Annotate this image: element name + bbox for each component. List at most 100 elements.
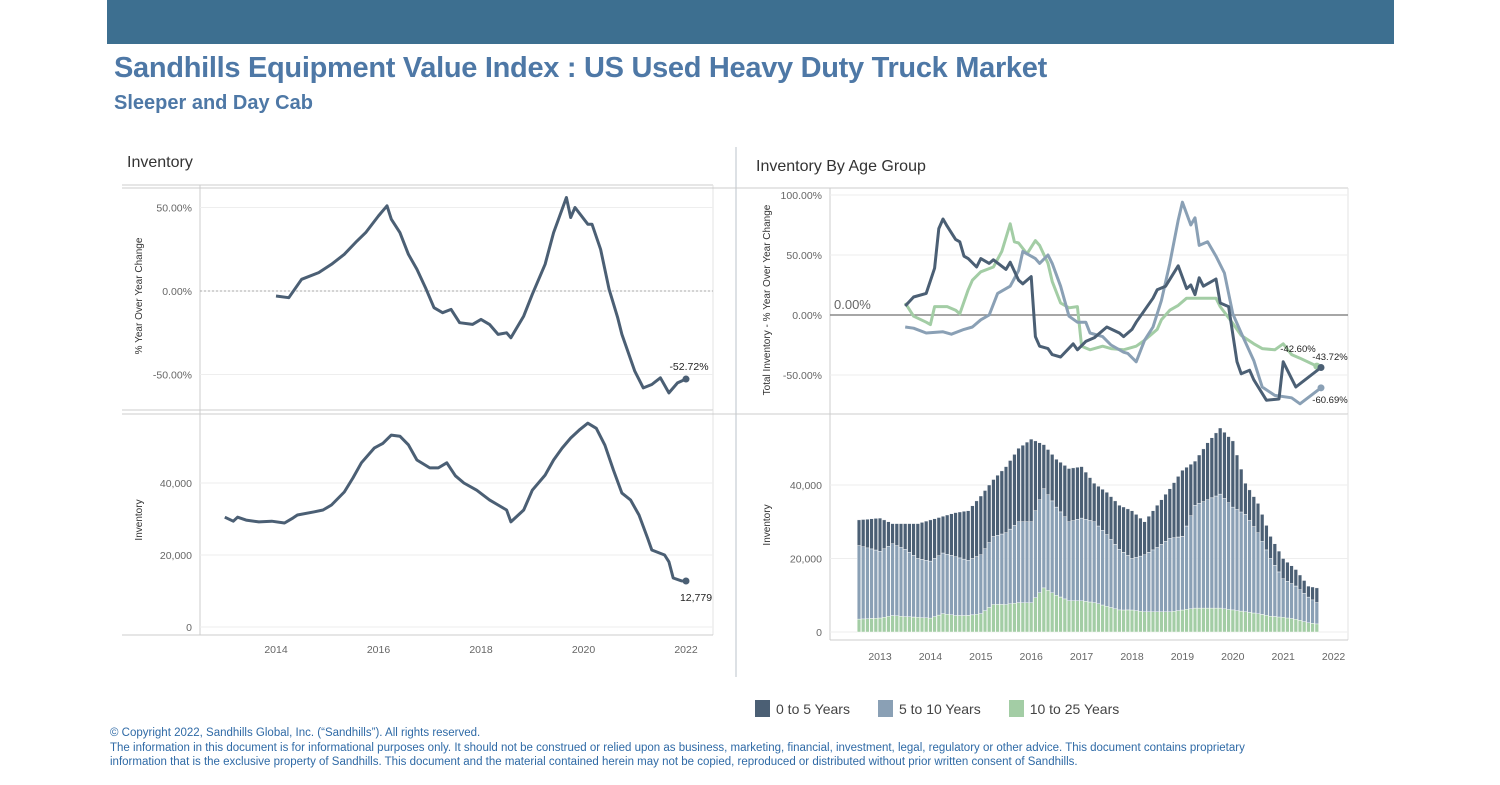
bar-segment-10-to-25-years xyxy=(941,613,946,633)
bar-segment-10-to-25-years xyxy=(1171,611,1176,633)
bar-segment-10-to-25-years xyxy=(1289,618,1294,633)
bar-segment-10-to-25-years xyxy=(1129,609,1134,633)
bar-segment-5-to-10-years xyxy=(1180,536,1185,611)
bar-segment-5-to-10-years xyxy=(1159,544,1164,613)
bar-segment-0-to-5-years xyxy=(941,516,946,554)
bar-segment-10-to-25-years xyxy=(978,613,983,633)
x-tick-label: 2016 xyxy=(367,644,391,656)
bar-segment-5-to-10-years xyxy=(1125,555,1130,611)
bar-segment-10-to-25-years xyxy=(899,616,904,633)
end-value-label: 12,779 xyxy=(680,592,712,604)
bar-segment-10-to-25-years xyxy=(861,618,866,633)
bar-segment-0-to-5-years xyxy=(1234,454,1239,510)
bar-segment-10-to-25-years xyxy=(1150,611,1155,633)
end-value-label: -42.60% xyxy=(1280,344,1316,355)
bar-segment-10-to-25-years xyxy=(1087,601,1092,633)
bar-segment-0-to-5-years xyxy=(928,519,933,562)
disclaimer-line-1: The information in this document is for … xyxy=(110,741,1245,754)
bar-segment-5-to-10-years xyxy=(1302,593,1307,622)
bar-segment-5-to-10-years xyxy=(1100,530,1105,606)
copyright: © Copyright 2022, Sandhills Global, Inc.… xyxy=(110,727,481,739)
bar-segment-0-to-5-years xyxy=(882,519,887,549)
bar-segment-0-to-5-years xyxy=(1075,467,1080,520)
bar-segment-0-to-5-years xyxy=(1058,462,1063,513)
bar-segment-0-to-5-years xyxy=(1197,454,1202,504)
bar-segment-5-to-10-years xyxy=(1138,555,1143,612)
bar-segment-10-to-25-years xyxy=(991,604,996,633)
bar-segment-5-to-10-years xyxy=(899,547,904,617)
bar-segment-10-to-25-years xyxy=(995,604,1000,633)
x-tick-label: 2013 xyxy=(868,651,892,663)
bar-segment-10-to-25-years xyxy=(1260,614,1265,633)
bar-segment-0-to-5-years xyxy=(1268,536,1273,559)
bar-segment-0-to-5-years xyxy=(920,522,925,560)
end-value-label: -60.69% xyxy=(1312,395,1348,406)
bar-segment-10-to-25-years xyxy=(911,616,916,633)
bar-segment-5-to-10-years xyxy=(928,560,933,619)
bar-segment-5-to-10-years xyxy=(1171,537,1176,612)
bar-segment-10-to-25-years xyxy=(1071,600,1076,633)
bar-segment-10-to-25-years xyxy=(1188,608,1193,633)
bar-segment-0-to-5-years xyxy=(1087,477,1092,521)
bar-segment-5-to-10-years xyxy=(1255,532,1260,614)
bar-segment-0-to-5-years xyxy=(991,479,996,537)
bar-segment-5-to-10-years xyxy=(1041,488,1046,589)
left-panel-title: Inventory xyxy=(127,154,193,171)
bar-segment-5-to-10-years xyxy=(1117,549,1122,611)
bar-segment-0-to-5-years xyxy=(1121,506,1126,553)
bar-segment-0-to-5-years xyxy=(899,523,904,548)
bar-segment-5-to-10-years xyxy=(1050,500,1055,593)
bar-segment-5-to-10-years xyxy=(1226,502,1231,610)
bar-segment-5-to-10-years xyxy=(1306,596,1311,623)
bar-segment-0-to-5-years xyxy=(903,523,908,550)
bar-segment-10-to-25-years xyxy=(1163,611,1168,633)
x-tick-label: 2017 xyxy=(1070,651,1094,663)
bar-segment-10-to-25-years xyxy=(1243,611,1248,633)
bar-segment-0-to-5-years xyxy=(953,512,958,557)
bar-segment-0-to-5-years xyxy=(890,523,895,544)
bar-segment-0-to-5-years xyxy=(1264,525,1269,551)
bar-segment-10-to-25-years xyxy=(1205,607,1210,633)
bar-segment-0-to-5-years xyxy=(1205,442,1210,500)
bar-segment-0-to-5-years xyxy=(1024,441,1029,522)
legend-item-0-to-5[interactable]: 0 to 5 Years xyxy=(755,700,850,717)
series-line-0-to-5-years-end-marker xyxy=(1317,363,1325,371)
bar-segment-5-to-10-years xyxy=(907,552,912,618)
bar-segment-5-to-10-years xyxy=(1150,549,1155,613)
bar-segment-5-to-10-years xyxy=(911,555,916,618)
bar-segment-5-to-10-years xyxy=(1033,510,1038,598)
bar-segment-10-to-25-years xyxy=(1314,623,1319,633)
bar-segment-10-to-25-years xyxy=(1255,613,1260,633)
bar-segment-10-to-25-years xyxy=(962,615,967,633)
bar-segment-5-to-10-years xyxy=(1079,517,1084,601)
series-line-10-to-25-years xyxy=(903,222,1318,368)
bar-segment-5-to-10-years xyxy=(1184,525,1189,610)
bar-segment-0-to-5-years xyxy=(1054,459,1059,508)
bar-segment-0-to-5-years xyxy=(1222,432,1227,499)
bar-segment-10-to-25-years xyxy=(932,616,937,633)
bar-segment-0-to-5-years xyxy=(1004,466,1009,533)
bar-segment-0-to-5-years xyxy=(1079,466,1084,519)
legend-item-10-to-25[interactable]: 10 to 25 Years xyxy=(1008,700,1119,717)
y-tick-label: 40,000 xyxy=(790,480,822,492)
bar-segment-5-to-10-years xyxy=(1096,525,1101,605)
bar-segment-5-to-10-years xyxy=(983,548,988,611)
bar-segment-5-to-10-years xyxy=(1192,505,1197,609)
y-tick-label: 50.00% xyxy=(156,203,192,215)
bar-segment-0-to-5-years xyxy=(924,520,929,561)
bar-segment-5-to-10-years xyxy=(890,543,895,616)
bar-segment-5-to-10-years xyxy=(1004,532,1009,605)
bar-segment-10-to-25-years xyxy=(987,607,992,633)
legend-label: 0 to 5 Years xyxy=(776,700,850,717)
bar-segment-10-to-25-years xyxy=(1201,607,1206,633)
bar-segment-0-to-5-years xyxy=(1134,514,1139,558)
bar-segment-5-to-10-years xyxy=(1251,526,1256,614)
bar-segment-10-to-25-years xyxy=(1024,602,1029,633)
bar-segment-10-to-25-years xyxy=(1167,611,1172,633)
legend-item-5-to-10[interactable]: 5 to 10 Years xyxy=(877,700,981,717)
inventory-line xyxy=(224,421,687,583)
bar-segment-0-to-5-years xyxy=(1272,543,1277,566)
bar-segment-5-to-10-years xyxy=(962,558,967,616)
bar-segment-0-to-5-years xyxy=(1180,470,1185,537)
